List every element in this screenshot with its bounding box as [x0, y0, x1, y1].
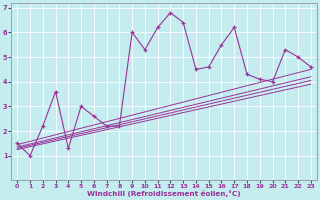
X-axis label: Windchill (Refroidissement éolien,°C): Windchill (Refroidissement éolien,°C) [87, 190, 241, 197]
